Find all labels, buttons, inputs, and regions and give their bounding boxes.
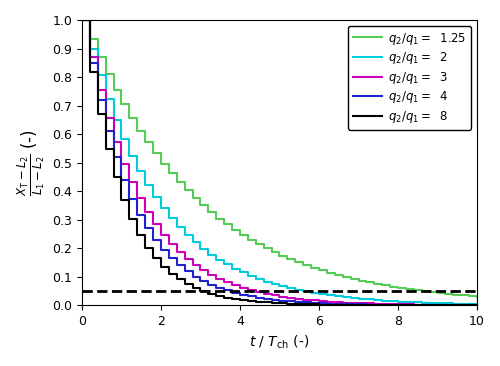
$q_2/q_1=$  2: [182, 225, 188, 229]
$q_2/q_1=$  4: [260, 296, 266, 301]
$q_2/q_1=$  8: [110, 146, 116, 151]
$q_2/q_1=$  2: [260, 279, 266, 284]
$q_2/q_1=$  1.25: [356, 279, 362, 283]
$q_2/q_1=$  3: [260, 292, 266, 296]
$q_2/q_1=$  3: [379, 302, 385, 306]
$q_2/q_1=$  1.25: [110, 72, 116, 76]
Y-axis label: $\frac{X_{\mathrm{T}}-L_2}{L_1-L_2}$ (-): $\frac{X_{\mathrm{T}}-L_2}{L_1-L_2}$ (-): [15, 129, 46, 196]
Line: $q_2/q_1=$  3: $q_2/q_1=$ 3: [82, 20, 477, 305]
$q_2/q_1=$  8: [474, 303, 480, 307]
$q_2/q_1=$  3: [316, 299, 322, 303]
Legend: $q_2/q_1=$  1.25, $q_2/q_1=$  2, $q_2/q_1=$  3, $q_2/q_1=$  4, $q_2/q_1=$  8: $q_2/q_1=$ 1.25, $q_2/q_1=$ 2, $q_2/q_1=…: [348, 26, 471, 130]
X-axis label: $t$ / $T_{\mathrm{ch}}$ (-): $t$ / $T_{\mathrm{ch}}$ (-): [250, 333, 310, 351]
$q_2/q_1=$  4: [356, 302, 362, 307]
$q_2/q_1=$  8: [316, 302, 322, 307]
$q_2/q_1=$  2: [356, 296, 362, 301]
$q_2/q_1=$  3: [356, 301, 362, 305]
$q_2/q_1=$  1.25: [79, 18, 85, 22]
$q_2/q_1=$  8: [182, 277, 188, 281]
$q_2/q_1=$  1.25: [182, 180, 188, 184]
$q_2/q_1=$  3: [474, 303, 480, 307]
$q_2/q_1=$  8: [260, 300, 266, 305]
$q_2/q_1=$  2: [79, 18, 85, 22]
$q_2/q_1=$  1.25: [316, 268, 322, 273]
$q_2/q_1=$  3: [182, 250, 188, 254]
Line: $q_2/q_1=$  1.25: $q_2/q_1=$ 1.25: [82, 20, 477, 297]
$q_2/q_1=$  8: [356, 303, 362, 307]
$q_2/q_1=$  8: [379, 303, 385, 307]
$q_2/q_1=$  4: [110, 129, 116, 133]
Line: $q_2/q_1=$  8: $q_2/q_1=$ 8: [82, 20, 477, 305]
$q_2/q_1=$  1.25: [379, 282, 385, 286]
$q_2/q_1=$  3: [110, 116, 116, 120]
$q_2/q_1=$  2: [474, 302, 480, 306]
$q_2/q_1=$  4: [379, 302, 385, 307]
$q_2/q_1=$  2: [379, 298, 385, 302]
$q_2/q_1=$  4: [316, 301, 322, 306]
$q_2/q_1=$  2: [110, 97, 116, 101]
$q_2/q_1=$  2: [316, 292, 322, 296]
$q_2/q_1=$  1.25: [260, 246, 266, 250]
$q_2/q_1=$  4: [79, 18, 85, 22]
$q_2/q_1=$  3: [79, 18, 85, 22]
$q_2/q_1=$  4: [182, 263, 188, 268]
Line: $q_2/q_1=$  4: $q_2/q_1=$ 4: [82, 20, 477, 305]
$q_2/q_1=$  1.25: [474, 295, 480, 299]
$q_2/q_1=$  8: [79, 18, 85, 22]
Line: $q_2/q_1=$  2: $q_2/q_1=$ 2: [82, 20, 477, 304]
$q_2/q_1=$  4: [474, 303, 480, 307]
